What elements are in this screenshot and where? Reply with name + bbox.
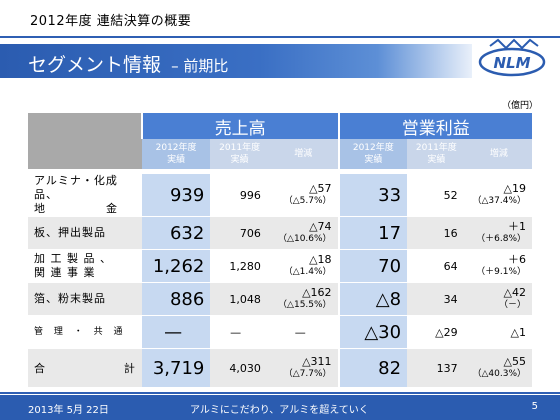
footer-rule: [0, 392, 560, 394]
total-sales-2012-cell: 3,719: [141, 348, 211, 387]
nlm-logo: NLM: [478, 38, 546, 77]
sales-change-cell: △162 （△15.5%）: [268, 282, 339, 316]
footer-slogan: アルミにこだわり、アルミを超えていく: [190, 405, 369, 416]
op-2011-cell: 52: [407, 173, 466, 217]
op-change-cell: ＋1 （＋6.8%）: [465, 216, 532, 250]
table-row: 加 工 製 品 、関 連 事 業 1,262 1,280 △18 （△1.4%） …: [28, 249, 532, 283]
op-2011-cell: 64: [407, 249, 466, 283]
unit-label: （億円）: [501, 101, 538, 111]
row-label: アルミナ・化成品、地 金: [28, 173, 142, 217]
sales-2011-cell: 1,280: [210, 249, 269, 283]
op-2012-cell: 33: [337, 173, 408, 217]
op-2011-cell: 16: [407, 216, 466, 250]
logo-text: NLM: [493, 54, 530, 72]
footer-date: 2013年 5月 22日: [28, 405, 109, 416]
total-row: 合計 3,719 4,030 △311 （△7.7%） 82 137 △55 （△4…: [28, 348, 532, 387]
sub-header-row: 2012年度 実績 2011年度 実績 増減 2012年度 実績 2011年度 実績 増…: [28, 139, 532, 169]
op-2012-cell: △30: [337, 315, 408, 349]
sales-2012-cell: 632: [141, 216, 211, 250]
row-label: 加 工 製 品 、関 連 事 業: [28, 249, 142, 283]
group-header-sales: 売上高: [140, 113, 339, 139]
op-change-cell: △19 （△37.4%）: [465, 173, 532, 217]
op-change-cell: △1: [465, 315, 532, 349]
sales-change-cell: △74 （△10.6%）: [268, 216, 339, 250]
row-label: 管 理 ・ 共 通: [28, 315, 142, 349]
row-label: 箔、粉末製品: [28, 282, 142, 316]
table-row: 管 理 ・ 共 通 — — — △30 △29 △1: [28, 315, 532, 349]
op-2011-cell: △29: [407, 315, 466, 349]
total-op-2011-cell: 137: [407, 348, 466, 387]
op-2012-cell: 70: [337, 249, 408, 283]
table-row: 板、押出製品 632 706 △74 （△10.6%） 17 16 ＋1 （＋6.8…: [28, 216, 532, 250]
total-op-change-cell: △55 （△40.3%）: [465, 348, 532, 387]
segment-table: 売上高 営業利益 2012年度 実績 2011年度 実績 増減 2012年度 実績 2…: [28, 113, 532, 387]
sales-2012-cell: 1,262: [141, 249, 211, 283]
op-change-cell: ＋6 （＋9.1%）: [465, 249, 532, 283]
sales-2012-cell: 886: [141, 282, 211, 316]
sales-change-cell: △57 （△5.7%）: [268, 173, 339, 217]
total-sales-change-cell: △311 （△7.7%）: [268, 348, 339, 387]
top-rule: [0, 36, 560, 38]
banner-text: セグメント情報 – 前期比: [28, 50, 228, 77]
banner-subtitle: – 前期比: [171, 57, 229, 75]
subheader-sales-2012: 2012年度 実績: [141, 139, 211, 169]
footer-bar: 2013年 5月 22日 アルミにこだわり、アルミを超えていく 5: [0, 395, 560, 420]
sales-2011-cell: 1,048: [210, 282, 269, 316]
op-change-cell: △42 （－）: [465, 282, 532, 316]
group-header-operating-income: 営業利益: [337, 113, 532, 139]
sales-change-cell: △18 （△1.4%）: [268, 249, 339, 283]
subheader-sales-change: 増減: [268, 139, 339, 169]
op-2011-cell: 34: [407, 282, 466, 316]
sales-2012-cell: 939: [141, 173, 211, 217]
op-2012-cell: 17: [337, 216, 408, 250]
table-row: アルミナ・化成品、地 金 939 996 △57 （△5.7%） 33 52 △1…: [28, 173, 532, 217]
sales-2011-cell: 706: [210, 216, 269, 250]
header-corner: [28, 113, 142, 169]
op-2012-cell: △8: [337, 282, 408, 316]
subheader-op-2012: 2012年度 実績: [337, 139, 408, 169]
sales-2012-cell: —: [141, 315, 211, 349]
row-label: 板、押出製品: [28, 216, 142, 250]
banner-title: セグメント情報: [28, 54, 162, 76]
subheader-op-2011: 2011年度 実績: [407, 139, 466, 169]
total-sales-2011-cell: 4,030: [210, 348, 269, 387]
section-banner: セグメント情報 – 前期比: [0, 44, 472, 78]
sales-2011-cell: —: [210, 315, 269, 349]
subheader-op-change: 増減: [465, 139, 532, 169]
page-number: 5: [531, 401, 538, 412]
group-header-row: 売上高 営業利益: [28, 113, 532, 169]
report-title: 2012年度 連結決算の概要: [30, 14, 192, 29]
total-op-2012-cell: 82: [337, 348, 408, 387]
table-row: 箔、粉末製品 886 1,048 △162 （△15.5%） △8 34 △42 （…: [28, 282, 532, 316]
sales-2011-cell: 996: [210, 173, 269, 217]
subheader-sales-2011: 2011年度 実績: [210, 139, 269, 169]
total-label: 合計: [28, 348, 142, 387]
sales-change-cell: —: [268, 315, 339, 349]
